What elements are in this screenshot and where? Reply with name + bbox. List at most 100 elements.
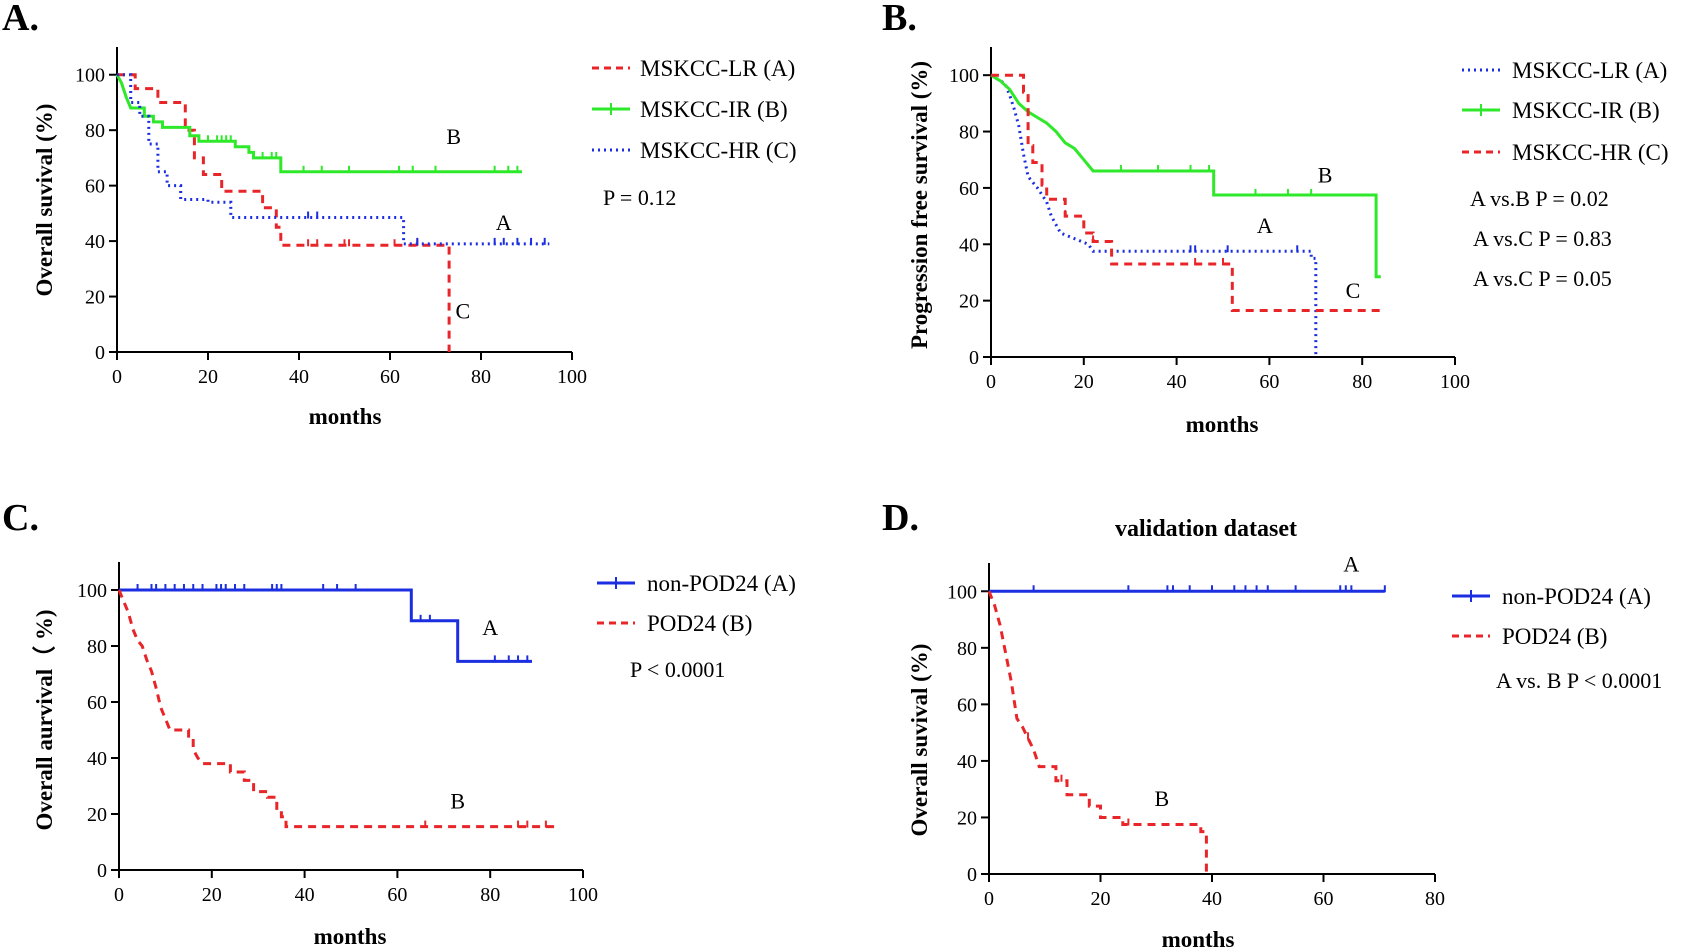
km-curve-non-pod24-a <box>119 588 532 663</box>
x-tick-label: 60 <box>1259 371 1279 393</box>
y-tick-label: 80 <box>957 638 977 660</box>
panel-b-p-value-ac: A vs.C P = 0.83 <box>1473 226 1612 251</box>
km-curve-mskcc-ir-b <box>990 73 1381 279</box>
legend-entry-pod24: POD24 (B) <box>1452 624 1607 649</box>
x-tick-label: 80 <box>1425 888 1445 910</box>
x-tick-label: 80 <box>480 884 500 906</box>
x-tick-label: 100 <box>568 884 598 906</box>
panel-c-curves: AB <box>117 584 560 829</box>
legend-entry-mskcc-hr: MSKCC-HR (C) <box>1462 140 1669 165</box>
x-tick-label: 60 <box>1314 888 1334 910</box>
panel-a-legend: MSKCC-LR (A) MSKCC-IR (B) MSKCC-HR (C) P… <box>592 56 797 210</box>
legend-label: non-POD24 (A) <box>647 571 796 596</box>
km-curve-pod24-b <box>987 590 1208 874</box>
km-curve-pod24-b <box>117 589 560 829</box>
y-tick-label: 60 <box>959 178 979 200</box>
x-tick-label: 0 <box>112 366 122 388</box>
y-tick-label: 20 <box>85 287 105 309</box>
y-tick-label: 100 <box>949 65 979 87</box>
panel-a-x-axis-title: months <box>309 404 382 429</box>
panel-d-title: validation dataset <box>1115 516 1297 542</box>
x-tick-label: 80 <box>471 366 491 388</box>
y-tick-label: 100 <box>947 581 977 603</box>
legend-label: MSKCC-LR (A) <box>640 56 795 81</box>
km-curve-mskcc-hr-c <box>991 73 1381 312</box>
curve-label: A <box>482 615 498 640</box>
y-tick-label: 100 <box>75 65 105 87</box>
panel-d-y-axis-title: Overall suvival (%) <box>907 644 932 837</box>
legend-label: POD24 (B) <box>647 611 752 636</box>
curve-label: B <box>446 124 461 149</box>
x-tick-label: 40 <box>1167 371 1187 393</box>
y-tick-label: 60 <box>87 692 107 714</box>
x-tick-label: 0 <box>986 371 996 393</box>
legend-entry-mskcc-hr: MSKCC-HR (C) <box>592 138 797 163</box>
panel-d-x-axis-title: months <box>1162 927 1235 950</box>
y-tick-label: 20 <box>959 291 979 313</box>
curve-label: B <box>450 788 465 813</box>
legend-entry-mskcc-lr: MSKCC-LR (A) <box>592 56 795 81</box>
y-tick-label: 40 <box>85 231 105 253</box>
panel-b-p-value-ac-2: A vs.C P = 0.05 <box>1473 266 1612 291</box>
curve-label: C <box>1346 278 1361 303</box>
panel-c-letter: C. <box>2 497 39 539</box>
panel-a-curves: C B A <box>115 73 550 352</box>
panel-a-p-value: P = 0.12 <box>603 185 676 210</box>
x-tick-label: 100 <box>1440 371 1470 393</box>
curve-label: A <box>1257 213 1273 238</box>
panel-b-p-value-ab: A vs.B P = 0.02 <box>1470 186 1609 211</box>
panel-a-axes: 0 20 40 60 80 100 0 20 40 60 80 100 <box>75 47 587 388</box>
x-tick-label: 40 <box>295 884 315 906</box>
y-tick-label: 100 <box>77 580 107 602</box>
panel-d-letter: D. <box>882 497 919 539</box>
panel-a: A. 0 20 40 60 80 100 0 20 40 60 80 100 C B A months O… <box>2 0 797 429</box>
panel-d: D. validation dataset 0 20 40 60 80 100 0 20 40 6… <box>882 497 1662 950</box>
legend-label: MSKCC-IR (B) <box>1512 98 1660 123</box>
panel-b-x-axis-title: months <box>1186 412 1259 437</box>
x-tick-label: 0 <box>114 884 124 906</box>
y-tick-label: 40 <box>959 234 979 256</box>
km-curve-mskcc-ir-b <box>115 73 522 174</box>
panel-c-legend: non-POD24 (A) POD24 (B) P < 0.0001 <box>597 571 796 682</box>
y-tick-label: 20 <box>957 807 977 829</box>
legend-label: MSKCC-HR (C) <box>1512 140 1669 165</box>
panel-d-legend: non-POD24 (A) POD24 (B) A vs. B P < 0.00… <box>1452 584 1662 693</box>
y-tick-label: 80 <box>87 636 107 658</box>
legend-label: MSKCC-IR (B) <box>640 97 788 122</box>
y-tick-label: 80 <box>959 122 979 144</box>
x-tick-label: 60 <box>380 366 400 388</box>
x-tick-label: 40 <box>289 366 309 388</box>
y-tick-label: 0 <box>97 860 107 882</box>
x-tick-label: 20 <box>202 884 222 906</box>
x-tick-label: 0 <box>984 888 994 910</box>
panel-d-curves: AB <box>987 551 1386 874</box>
panel-b-axes: 0 20 40 60 80 100 0 20 40 60 80 100 <box>949 47 1470 393</box>
x-tick-label: 80 <box>1352 371 1372 393</box>
panel-a-letter: A. <box>2 0 39 39</box>
curve-label: A <box>1343 551 1359 576</box>
km-curve-mskcc-hr-c <box>117 73 550 246</box>
y-tick-label: 40 <box>87 748 107 770</box>
panel-a-y-axis-title: Overall suvival (%) <box>32 104 57 297</box>
legend-entry-mskcc-ir: MSKCC-IR (B) <box>1462 98 1660 123</box>
x-tick-label: 20 <box>1074 371 1094 393</box>
y-tick-label: 40 <box>957 751 977 773</box>
panel-d-p-value: A vs. B P < 0.0001 <box>1496 668 1662 693</box>
y-tick-label: 0 <box>95 342 105 364</box>
curve-label: B <box>1154 786 1169 811</box>
panel-c-y-axis-title: Overall aurvival（ %) <box>31 609 57 830</box>
panel-c-axes: 0 20 40 60 80 100 0 20 40 60 80 100 <box>77 562 598 906</box>
panel-b-y-axis-title: Progression free survival (%) <box>907 61 932 349</box>
curve-label: A <box>496 210 512 235</box>
legend-entry-pod24: POD24 (B) <box>597 611 752 636</box>
legend-entry-mskcc-lr: MSKCC-LR (A) <box>1462 58 1667 83</box>
panel-c-p-value: P < 0.0001 <box>630 657 725 682</box>
panel-c-x-axis-title: months <box>314 924 387 949</box>
panel-b-legend: MSKCC-LR (A) MSKCC-IR (B) MSKCC-HR (C) A… <box>1462 58 1669 291</box>
x-tick-label: 100 <box>557 366 587 388</box>
x-tick-label: 60 <box>387 884 407 906</box>
panel-b-curves: A B C <box>990 73 1381 357</box>
legend-label: MSKCC-LR (A) <box>1512 58 1667 83</box>
y-tick-label: 20 <box>87 804 107 826</box>
legend-label: POD24 (B) <box>1502 624 1607 649</box>
